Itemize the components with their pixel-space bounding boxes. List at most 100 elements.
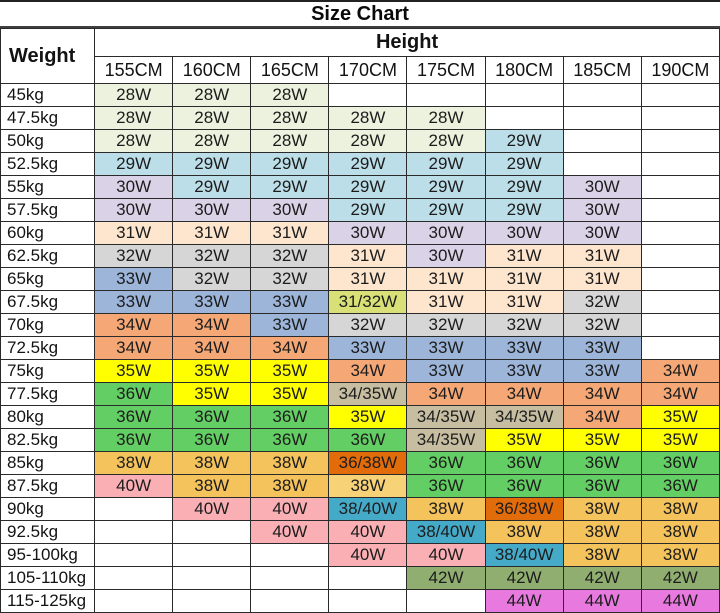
weight-label: 82.5kg [0,428,96,452]
size-cell: 38W [640,543,720,567]
table-row: 80kg 36W 36W 36W 35W 34/35W 34/35W 34W 35W [0,405,720,429]
size-cell: 36/38W [328,451,408,475]
weight-label: 75kg [0,359,96,383]
weight-label: 85kg [0,451,96,475]
size-cell: 30W [172,198,252,222]
size-cell [640,106,720,130]
size-cell: 34W [640,382,720,406]
size-cell: 32W [484,313,564,337]
size-cell: 29W [328,152,408,176]
size-cell: 40W [328,543,408,567]
weight-label: 47.5kg [0,106,96,130]
size-cell: 38W [640,497,720,521]
size-cell: 29W [94,152,174,176]
size-cell: 36W [484,451,564,475]
size-cell: 33W [484,336,564,360]
size-cell: 30W [562,175,642,199]
size-cell: 34W [640,359,720,383]
size-cell [640,290,720,314]
size-cell: 32W [562,290,642,314]
size-cell: 28W [250,106,330,130]
size-cell [640,129,720,153]
size-cell: 28W [406,106,486,130]
size-cell: 31W [250,221,330,245]
weight-label: 95-100kg [0,543,96,567]
size-cell [94,520,174,544]
size-cell: 42W [640,566,720,590]
size-cell: 30W [406,221,486,245]
size-cell: 34W [406,382,486,406]
size-cell: 34/35W [328,382,408,406]
size-cell: 31W [484,267,564,291]
size-cell: 32W [250,267,330,291]
size-cell: 29W [484,175,564,199]
weight-label: 67.5kg [0,290,96,314]
size-cell: 31W [328,244,408,268]
weight-label: 50kg [0,129,96,153]
size-cell: 28W [250,129,330,153]
size-cell: 29W [484,129,564,153]
weight-label: 57.5kg [0,198,96,222]
size-cell: 34/35W [484,405,564,429]
size-cell: 35W [328,405,408,429]
size-cell: 35W [640,405,720,429]
size-cell: 35W [172,359,252,383]
column-header: 170CM [328,56,408,84]
size-cell [640,175,720,199]
size-cell: 30W [250,198,330,222]
weight-label: 115-125kg [0,589,96,613]
weight-label: 77.5kg [0,382,96,406]
size-cell: 33W [562,359,642,383]
table-row: 62.5kg 32W 32W 32W 31W 30W 31W 31W [0,244,720,268]
size-cell: 34W [94,336,174,360]
size-cell: 40W [406,543,486,567]
size-cell: 38W [562,520,642,544]
header-group-row: Weight Height [0,28,720,84]
size-cell: 33W [250,290,330,314]
size-cell [172,589,252,613]
size-cell [172,543,252,567]
size-cell: 30W [562,198,642,222]
size-cell: 38W [172,451,252,475]
weight-label: 52.5kg [0,152,96,176]
size-cell: 36W [250,405,330,429]
size-cell: 33W [94,267,174,291]
size-cell: 32W [562,313,642,337]
size-cell [328,83,408,107]
size-cell [640,152,720,176]
table-row: 90kg 40W 40W 38/40W 38W 36/38W 38W 38W [0,497,720,521]
size-cell: 33W [406,336,486,360]
size-cell: 28W [250,83,330,107]
size-cell [640,267,720,291]
size-cell: 34W [94,313,174,337]
size-cell: 38/40W [484,543,564,567]
size-cell: 29W [250,152,330,176]
weight-label: 45kg [0,83,96,107]
size-cell [406,589,486,613]
column-header: 165CM [250,56,330,84]
weight-header: Weight [0,28,96,84]
size-cell: 36W [94,405,174,429]
size-cell: 28W [328,106,408,130]
size-cell [250,589,330,613]
size-cell: 31W [484,290,564,314]
size-cell: 28W [172,129,252,153]
size-cell: 35W [94,359,174,383]
size-cell: 35W [484,428,564,452]
weight-label: 65kg [0,267,96,291]
size-cell: 36W [484,474,564,498]
size-cell: 38W [562,543,642,567]
size-cell: 32W [406,313,486,337]
size-cell: 33W [406,359,486,383]
size-cell: 36W [172,428,252,452]
table-row: 82.5kg 36W 36W 36W 36W 34/35W 35W 35W 35W [0,428,720,452]
table-row: 85kg 38W 38W 38W 36/38W 36W 36W 36W 36W [0,451,720,475]
weight-label: 90kg [0,497,96,521]
size-cell [484,106,564,130]
size-cell [562,106,642,130]
table-row: 45kg 28W 28W 28W [0,83,720,107]
table-row: 87.5kg 40W 38W 38W 38W 36W 36W 36W 36W [0,474,720,498]
size-cell: 40W [250,520,330,544]
table-row: 57.5kg 30W 30W 30W 29W 29W 29W 30W [0,198,720,222]
size-cell: 36W [562,451,642,475]
